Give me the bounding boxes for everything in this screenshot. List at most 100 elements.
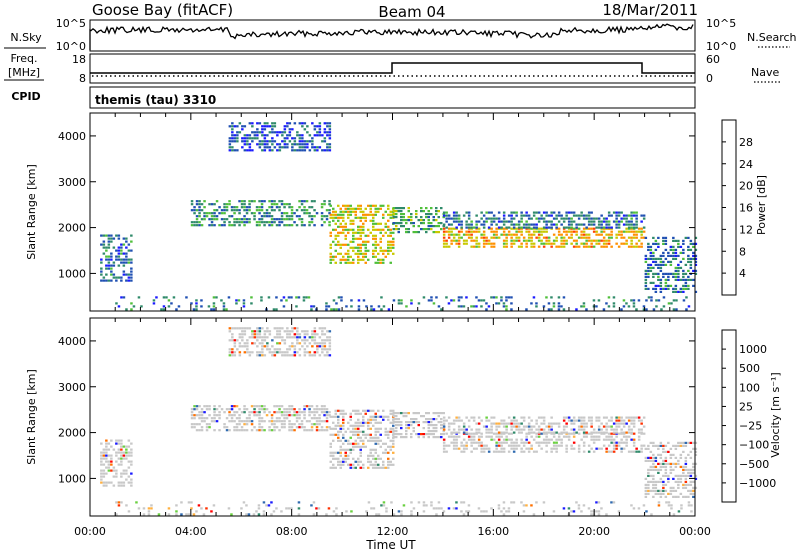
echo-cell [570, 419, 573, 422]
echo-cell [630, 431, 633, 434]
echo-cell [485, 239, 488, 242]
echo-cell [125, 472, 128, 475]
echo-cell [302, 299, 306, 302]
echo-cell [107, 442, 111, 445]
echo-cell [532, 211, 536, 214]
echo-cell [334, 210, 337, 213]
echo-cell [377, 463, 380, 466]
echo-cell [112, 261, 116, 264]
echo-cell [255, 411, 259, 414]
echo-cell [617, 425, 621, 428]
echo-cell [382, 261, 385, 264]
echo-cell [175, 510, 178, 513]
echo-cell [347, 421, 350, 424]
echo-cell [337, 424, 340, 427]
echo-cell [650, 299, 653, 302]
echo-cell [472, 432, 476, 435]
echo-cell [580, 510, 583, 513]
echo-cell [620, 236, 623, 239]
echo-cell [482, 447, 486, 450]
echo-cell [417, 421, 420, 424]
echo-cell [542, 227, 546, 230]
echo-cell [470, 438, 473, 441]
echo-cell [620, 416, 623, 419]
echo-cell [349, 442, 352, 445]
echo-cell [301, 134, 304, 137]
echo-cell [382, 418, 385, 421]
echo-cell [295, 224, 299, 227]
echo-cell [347, 255, 350, 258]
echo-cell [442, 419, 446, 422]
echo-cell [585, 227, 588, 230]
echo-cell [535, 223, 538, 226]
echo-cell [510, 239, 513, 242]
echo-cell [261, 336, 264, 339]
echo-cell [337, 231, 340, 234]
echo-cell [313, 333, 317, 336]
echo-cell [347, 204, 350, 207]
echo-cell [455, 416, 458, 419]
echo-cell [321, 134, 324, 137]
echo-cell [497, 211, 501, 214]
echo-cell [580, 236, 583, 239]
echo-cell [562, 226, 566, 229]
echo-cell [241, 336, 244, 339]
echo-cell [325, 414, 329, 417]
echo-cell [246, 149, 249, 152]
echo-cell [251, 330, 254, 333]
echo-cell [689, 266, 693, 269]
echo-cell [500, 441, 503, 444]
echo-cell [654, 468, 658, 471]
echo-cell [315, 417, 319, 420]
echo-cell [617, 233, 621, 236]
echo-cell [507, 416, 511, 419]
echo-cell [362, 418, 365, 421]
echo-cell [253, 330, 257, 333]
echo-cell [127, 279, 131, 282]
echo-cell [490, 431, 493, 434]
echo-cell [537, 444, 541, 447]
echo-cell [349, 204, 352, 207]
echo-cell [316, 131, 319, 134]
echo-cell [557, 211, 561, 214]
echo-cell [485, 236, 488, 239]
echo-cell [537, 230, 541, 233]
echo-cell [577, 432, 581, 435]
echo-cell [374, 237, 377, 240]
echo-cell [447, 422, 451, 425]
echo-cell [690, 504, 693, 507]
echo-cell [430, 433, 433, 436]
echo-cell [652, 474, 655, 477]
echo-cell [223, 206, 226, 209]
echo-cell [587, 233, 591, 236]
echo-cell [115, 460, 118, 463]
echo-cell [323, 345, 327, 348]
echo-cell [193, 206, 196, 209]
echo-cell [507, 226, 511, 229]
echo-cell [447, 227, 451, 230]
echo-cell [535, 236, 538, 239]
echo-cell [679, 456, 683, 459]
echo-cell [303, 351, 307, 354]
echo-cell [357, 231, 360, 234]
echo-cell [308, 408, 311, 411]
echo-cell [515, 214, 518, 217]
echo-cell [684, 486, 688, 489]
echo-cell [694, 477, 698, 480]
echo-cell [298, 200, 301, 203]
echo-cell [647, 257, 650, 260]
echo-cell [100, 472, 103, 475]
echo-cell [684, 495, 688, 498]
echo-cell [592, 441, 596, 444]
echo-cell [595, 305, 598, 308]
echo-cell [233, 140, 237, 143]
echo-cell [572, 428, 576, 431]
echo-cell [397, 231, 400, 234]
echo-cell [417, 433, 420, 436]
echo-cell [228, 327, 232, 330]
echo-cell [687, 489, 690, 492]
time-axis-label: Time UT [365, 538, 416, 552]
echo-cell [263, 215, 266, 218]
echo-cell [587, 432, 591, 435]
echo-cell [435, 436, 438, 439]
